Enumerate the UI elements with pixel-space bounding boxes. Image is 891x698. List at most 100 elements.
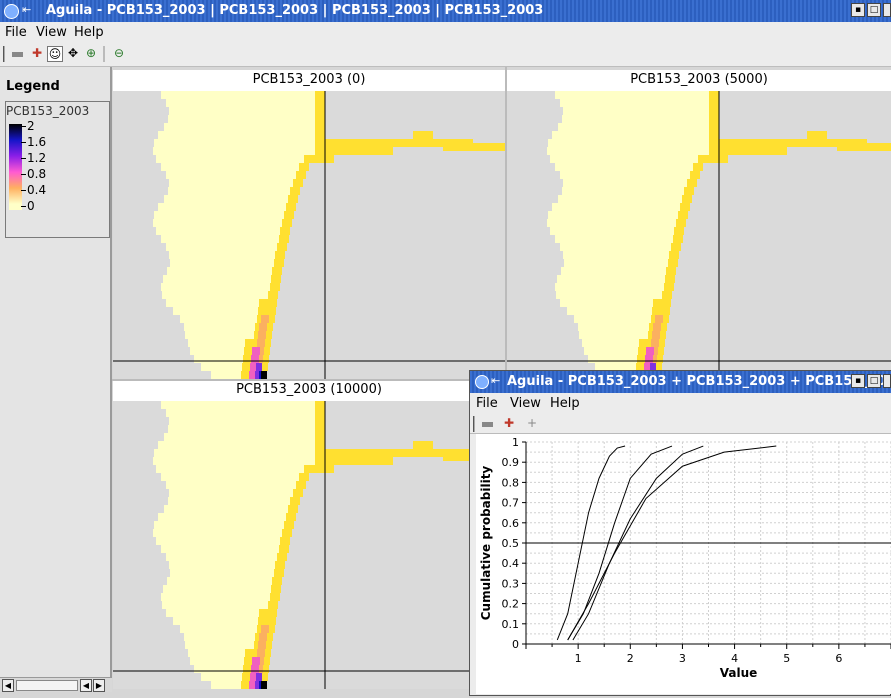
- raster-cell: [211, 371, 267, 379]
- y-axis-label: Cumulative probability: [479, 466, 493, 621]
- raster-cell: [274, 569, 284, 577]
- raster-cell: [169, 251, 285, 259]
- pin-icon[interactable]: ⇤: [22, 3, 32, 16]
- raster-cell: [662, 291, 672, 299]
- panel-title-10000: PCB153_2003 (10000): [113, 380, 505, 401]
- x-tick-label: 6: [835, 652, 842, 665]
- raster-cell: [268, 291, 278, 299]
- raster-cell: [548, 139, 719, 147]
- cdf-menu-help[interactable]: Help: [550, 396, 580, 411]
- scroll-left-icon[interactable]: ◀: [2, 679, 14, 692]
- main-title-bar[interactable]: ⇤ Aguila - PCB153_2003 | PCB153_2003 | P…: [0, 0, 891, 22]
- cdf-menu-view[interactable]: View: [510, 396, 541, 411]
- raster-cell: [666, 267, 676, 275]
- maximize-button[interactable]: □: [867, 3, 881, 17]
- map-view-10000[interactable]: [113, 401, 505, 689]
- raster-cell: [252, 347, 260, 355]
- cdf-crosshair-icon[interactable]: +: [526, 416, 538, 430]
- raster-cell: [251, 355, 259, 363]
- raster-cell: [267, 299, 277, 307]
- pan-icon[interactable]: ✥: [67, 46, 79, 60]
- raster-map[interactable]: [113, 401, 505, 689]
- horizontal-scrollbar[interactable]: ◀ ◀ ▶: [0, 677, 112, 692]
- raster-cell: [669, 251, 679, 259]
- raster-cell: [259, 355, 269, 363]
- panel-splitter-horizontal[interactable]: [112, 379, 469, 381]
- raster-cell: [684, 187, 694, 195]
- raster-cell: [709, 139, 719, 147]
- cdf-close-button[interactable]: [883, 374, 891, 388]
- raster-cell: [161, 283, 280, 291]
- scroll-right-icon[interactable]: ▶: [93, 679, 105, 692]
- raster-cell: [164, 433, 325, 441]
- raster-cell: [161, 473, 309, 481]
- cdf-toolbar-grip[interactable]: [473, 416, 477, 432]
- raster-cell: [687, 179, 697, 187]
- app-icon: [4, 4, 19, 19]
- zoom-out-icon[interactable]: ⊖: [113, 46, 125, 60]
- raster-map[interactable]: [113, 91, 505, 379]
- zoom-in-icon[interactable]: ⊕: [85, 46, 97, 60]
- layout-icon[interactable]: [9, 46, 25, 62]
- raster-cell: [555, 283, 674, 291]
- raster-cell: [651, 339, 659, 347]
- toolbar-grip[interactable]: [3, 46, 7, 62]
- main-toolbar: ✚ ☺ ✥ ⊕ ⊖: [0, 43, 891, 67]
- cursor-mode-icon[interactable]: ✚: [31, 46, 43, 60]
- scrollbar-thumb[interactable]: [16, 680, 78, 691]
- raster-cell: [315, 433, 325, 441]
- cdf-layout-icon[interactable]: [479, 416, 495, 432]
- raster-cell: [567, 307, 670, 315]
- panel-splitter-vertical[interactable]: [505, 67, 507, 380]
- legend-swatch: [9, 140, 22, 156]
- minimize-button[interactable]: ▪: [851, 3, 865, 17]
- menu-help[interactable]: Help: [74, 25, 104, 40]
- raster-cell: [288, 505, 298, 513]
- raster-cell: [299, 163, 309, 171]
- raster-cell: [275, 251, 285, 259]
- raster-cell: [168, 425, 325, 433]
- raster-cell: [653, 323, 661, 331]
- raster-cell: [314, 155, 334, 163]
- cdf-series-1: [556, 445, 626, 641]
- raster-cell: [166, 171, 306, 179]
- raster-cell: [261, 371, 267, 379]
- main-window-title: Aguila - PCB153_2003 | PCB153_2003 | PCB…: [46, 3, 544, 18]
- select-mode-icon[interactable]: ☺: [47, 46, 63, 62]
- cdf-menu-file[interactable]: File: [476, 396, 498, 411]
- cdf-pin-icon[interactable]: ⇤: [491, 374, 501, 387]
- cdf-minimize-button[interactable]: ▪: [851, 374, 865, 388]
- raster-map[interactable]: [507, 91, 891, 379]
- cdf-maximize-button[interactable]: □: [867, 374, 881, 388]
- raster-cell: [261, 339, 271, 347]
- menu-view[interactable]: View: [36, 25, 67, 40]
- cdf-cursor-mode-icon[interactable]: ✚: [503, 416, 515, 430]
- raster-cell: [293, 489, 303, 497]
- raster-cell: [680, 203, 690, 211]
- scroll-left-icon-2[interactable]: ◀: [80, 679, 92, 692]
- raster-cell: [563, 179, 697, 187]
- raster-cell: [249, 371, 257, 379]
- map-view-0[interactable]: [113, 91, 505, 379]
- panel-title-5000: PCB153_2003 (5000): [507, 70, 891, 91]
- raster-cell: [188, 339, 271, 347]
- cdf-chart[interactable]: 0 0.1 0.2 0.3 0.4 0.5 0.6 0.7 0.8 0.9 1 1 2 3 4 5 6 Cumul…: [476, 434, 891, 694]
- raster-cell: [315, 99, 325, 107]
- raster-cell: [180, 625, 275, 633]
- cdf-window-title-bar[interactable]: ⇤ Aguila - PCB153_2003 + PCB153_2003 + P…: [470, 371, 891, 393]
- raster-cell: [154, 521, 294, 529]
- map-view-5000[interactable]: [507, 91, 891, 379]
- legend-swatch: [9, 204, 22, 210]
- raster-cell: [556, 291, 672, 299]
- raster-cell: [807, 131, 827, 139]
- menu-file[interactable]: File: [5, 25, 27, 40]
- raster-cell: [315, 457, 325, 465]
- raster-cell: [280, 537, 290, 545]
- raster-cell: [555, 163, 703, 171]
- close-button[interactable]: [883, 3, 891, 17]
- raster-cell: [161, 401, 325, 409]
- raster-cell: [550, 227, 684, 235]
- raster-cell: [645, 355, 653, 363]
- legend-label: 2: [27, 119, 35, 133]
- raster-cell: [674, 227, 684, 235]
